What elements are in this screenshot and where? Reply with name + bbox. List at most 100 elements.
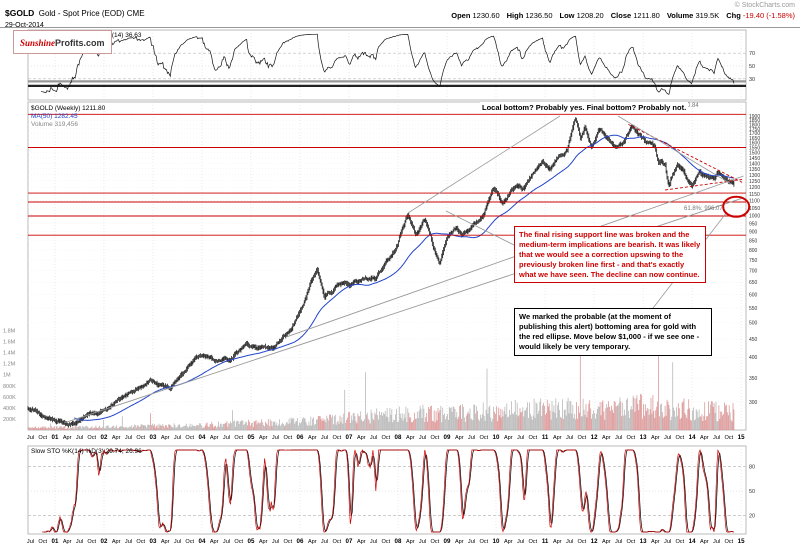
svg-text:Oct: Oct: [283, 539, 292, 545]
svg-text:Jul: Jul: [615, 435, 622, 441]
svg-text:09: 09: [444, 434, 451, 441]
svg-text:10: 10: [493, 434, 500, 441]
svg-text:1450: 1450: [749, 156, 760, 162]
svg-text:Oct: Oct: [185, 435, 194, 441]
sto-label: Slow STO %K(14) %D(3) 29.74, 26.96: [31, 448, 142, 455]
svg-text:Apr: Apr: [504, 435, 513, 441]
svg-text:Apr: Apr: [406, 435, 415, 441]
svg-text:1.4M: 1.4M: [3, 351, 16, 357]
svg-text:1.2M: 1.2M: [3, 362, 16, 368]
svg-text:700: 700: [749, 269, 758, 275]
ohlc-low: Low 1208.20: [559, 10, 604, 20]
svg-text:07: 07: [346, 538, 353, 545]
svg-text:Jul: Jul: [272, 435, 279, 441]
svg-text:06: 06: [297, 538, 304, 545]
svg-text:1000: 1000: [749, 213, 760, 219]
sunshine-profits-logo: SunshineProfits.com: [13, 30, 112, 54]
svg-text:Jul: Jul: [272, 539, 279, 545]
callout-line: [445, 210, 517, 247]
svg-text:300: 300: [749, 400, 758, 406]
svg-text:550: 550: [749, 306, 758, 312]
svg-text:04: 04: [199, 434, 206, 441]
svg-text:50: 50: [749, 489, 755, 495]
bottoming-ellipse: [722, 195, 751, 218]
annotation-local-bottom: Local bottom? Probably yes. Final bottom…: [480, 102, 689, 113]
svg-text:70: 70: [749, 51, 755, 57]
svg-text:Jul: Jul: [468, 435, 475, 441]
svg-text:07: 07: [346, 434, 353, 441]
svg-text:Oct: Oct: [528, 539, 537, 545]
svg-text:06: 06: [297, 434, 304, 441]
sto-k-line: [42, 448, 734, 533]
svg-text:Oct: Oct: [675, 435, 684, 441]
svg-text:Apr: Apr: [161, 435, 170, 441]
svg-text:Oct: Oct: [430, 539, 439, 545]
svg-text:02: 02: [101, 538, 108, 545]
volume-legend: Volume 319,456: [31, 121, 78, 128]
svg-text:1.6M: 1.6M: [3, 340, 16, 346]
ohlc-volume: Volume 319.5K: [666, 10, 720, 20]
svg-text:1650: 1650: [749, 136, 760, 142]
svg-text:Oct: Oct: [332, 539, 341, 545]
svg-text:11: 11: [542, 538, 549, 545]
svg-text:03: 03: [150, 434, 157, 441]
svg-text:Jul: Jul: [566, 435, 573, 441]
svg-text:Jul: Jul: [664, 539, 671, 545]
svg-text:750: 750: [749, 258, 758, 264]
annotation-bottoming-area: We marked the probable (at the moment of…: [514, 308, 712, 356]
ma-legend: MA(50) 1282.45: [31, 113, 78, 120]
svg-text:Apr: Apr: [455, 539, 464, 545]
svg-text:Oct: Oct: [626, 435, 635, 441]
svg-text:Jul: Jul: [174, 435, 181, 441]
svg-text:1150: 1150: [749, 192, 760, 198]
svg-text:Apr: Apr: [700, 435, 709, 441]
annotation-support-broken: The final rising support line was broken…: [514, 226, 706, 284]
rsi-label: RSI(14) 36.63: [101, 32, 142, 39]
instrument-title: Gold - Spot Price (EOD) CME: [38, 9, 145, 18]
svg-text:Oct: Oct: [675, 539, 684, 545]
svg-text:10: 10: [493, 538, 500, 545]
volume-bars-up: [27, 362, 731, 430]
svg-text:1400: 1400: [749, 161, 760, 167]
svg-text:Jul: Jul: [419, 435, 426, 441]
svg-text:1350: 1350: [749, 167, 760, 173]
svg-text:800: 800: [749, 248, 758, 254]
svg-text:30: 30: [749, 77, 755, 83]
svg-text:01: 01: [52, 434, 59, 441]
ohlc-high: High 1236.50: [506, 10, 553, 20]
header-right: © StockCharts.com Open 1230.60 High 1236.…: [444, 2, 795, 27]
rsi-panel-frame: [27, 29, 747, 101]
svg-text:Oct: Oct: [381, 539, 390, 545]
svg-text:Apr: Apr: [112, 539, 121, 545]
svg-text:1550: 1550: [749, 146, 760, 152]
svg-text:Apr: Apr: [357, 435, 366, 441]
svg-text:Apr: Apr: [259, 539, 268, 545]
svg-text:650: 650: [749, 280, 758, 286]
svg-text:200K: 200K: [3, 417, 16, 423]
svg-text:Oct: Oct: [136, 539, 145, 545]
svg-text:20: 20: [749, 514, 755, 520]
svg-text:80: 80: [749, 464, 755, 470]
svg-text:Apr: Apr: [602, 435, 611, 441]
svg-text:1200: 1200: [749, 185, 760, 191]
ohlc-chg: Chg -19.40 (-1.58%): [726, 10, 795, 20]
ohlc-open: Open 1230.60: [451, 10, 500, 20]
svg-text:Oct: Oct: [381, 435, 390, 441]
svg-text:Oct: Oct: [234, 435, 243, 441]
svg-text:950: 950: [749, 221, 758, 227]
svg-text:600: 600: [749, 293, 758, 299]
svg-text:13: 13: [640, 538, 647, 545]
svg-text:14: 14: [689, 434, 696, 441]
svg-text:Jul: Jul: [370, 539, 377, 545]
svg-text:Apr: Apr: [455, 435, 464, 441]
svg-text:Apr: Apr: [308, 435, 317, 441]
svg-text:800K: 800K: [3, 384, 16, 390]
svg-text:Jul: Jul: [615, 539, 622, 545]
logo-word-profits: Profits.com: [55, 38, 105, 48]
svg-text:Jul: Jul: [76, 539, 83, 545]
copyright: © StockCharts.com: [734, 2, 795, 9]
svg-text:Oct: Oct: [528, 435, 537, 441]
svg-text:Apr: Apr: [553, 435, 562, 441]
header-left: $GOLD Gold - Spot Price (EOD) CME 29-Oct…: [5, 2, 145, 29]
